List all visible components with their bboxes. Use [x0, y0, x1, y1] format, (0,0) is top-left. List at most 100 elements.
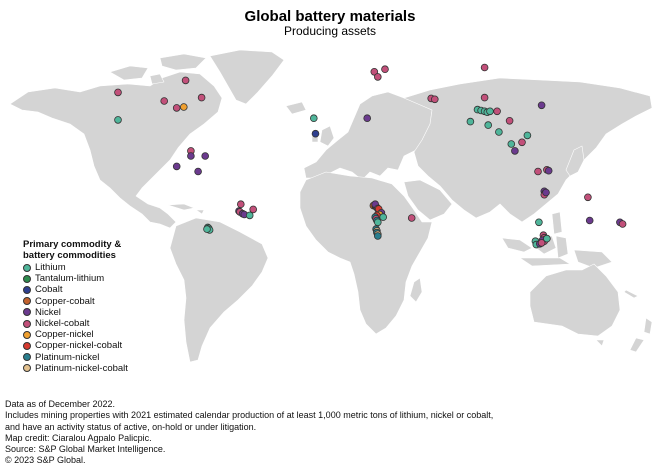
- asset-marker: [495, 128, 503, 136]
- asset-marker: [537, 239, 546, 247]
- land-caribbean: [167, 203, 205, 215]
- legend-swatch: [23, 319, 31, 328]
- note-source: Source: S&P Global Market Intelligence.: [5, 444, 166, 455]
- legend-item: Lithium: [23, 262, 128, 273]
- legend-swatch: [23, 353, 31, 362]
- land-philippines: [551, 211, 563, 235]
- legend-label: Tantalum-lithium: [35, 273, 105, 285]
- asset-marker: [363, 114, 372, 122]
- legend-swatch: [23, 263, 31, 272]
- world-map: [9, 49, 653, 363]
- asset-marker: [466, 117, 475, 126]
- asset-marker: [172, 104, 181, 112]
- asset-marker: [249, 205, 258, 214]
- asset-marker: [237, 200, 245, 209]
- asset-marker: [534, 167, 542, 176]
- asset-marker: [381, 65, 389, 73]
- land-africa: [299, 171, 433, 335]
- legend-title-line2: battery commodities: [23, 250, 116, 261]
- legend-label: Platinum-nickel-cobalt: [35, 362, 128, 374]
- asset-marker: [486, 107, 494, 116]
- legend-item: Copper-cobalt: [23, 296, 128, 307]
- asset-marker: [535, 218, 543, 227]
- asset-marker: [523, 131, 532, 140]
- legend-item: Tantalum-lithium: [23, 273, 128, 284]
- legend-label: Copper-cobalt: [35, 295, 95, 307]
- legend-item: Copper-nickel: [23, 329, 128, 340]
- asset-marker: [480, 93, 489, 102]
- legend-swatch: [23, 364, 31, 373]
- asset-marker: [309, 114, 318, 122]
- asset-marker: [537, 101, 546, 110]
- legend-label: Copper-nickel-cobalt: [35, 340, 123, 352]
- asset-marker: [187, 152, 195, 160]
- map-title: Global battery materials: [244, 8, 416, 25]
- asset-marker: [160, 97, 169, 105]
- asset-marker: [197, 93, 206, 102]
- asset-marker: [379, 213, 388, 221]
- asset-marker: [180, 103, 188, 111]
- asset-marker: [493, 107, 501, 116]
- note-credit: Map credit: Ciaralou Agpalo Palicpic.: [5, 432, 152, 443]
- asset-marker: [543, 234, 551, 243]
- asset-marker: [370, 68, 379, 76]
- asset-marker: [507, 140, 516, 148]
- legend-swatch: [23, 297, 31, 306]
- asset-marker: [518, 138, 526, 147]
- asset-marker: [511, 147, 519, 155]
- asset-marker: [203, 225, 211, 233]
- asset-marker: [181, 76, 190, 85]
- land-indonesia: [501, 235, 613, 269]
- legend-label: Nickel-cobalt: [35, 317, 90, 329]
- asset-marker: [585, 216, 594, 225]
- note-date: Data as of December 2022.: [5, 399, 116, 409]
- asset-marker: [542, 188, 550, 197]
- legend-swatch: [23, 341, 31, 350]
- legend-title: Primary commodity & battery commodities: [23, 239, 128, 261]
- land-iceland: [285, 101, 307, 115]
- land-new-zealand: [629, 317, 653, 353]
- asset-marker: [484, 121, 493, 129]
- land-tasmania: [595, 339, 605, 347]
- legend-item: Platinum-nickel: [23, 352, 128, 363]
- footnotes: Data as of December 2022. Includes minin…: [5, 399, 493, 467]
- land-australia: [529, 263, 621, 337]
- legend-label: Lithium: [35, 262, 66, 273]
- asset-marker: [430, 95, 439, 104]
- legend-item: Platinum-nickel-cobalt: [23, 363, 128, 374]
- asset-marker: [114, 88, 122, 97]
- land-greenland: [209, 49, 285, 105]
- land-arctic-islands: [109, 53, 207, 85]
- legend: Primary commodity & battery commodities …: [23, 239, 128, 374]
- legend-swatch: [23, 308, 31, 317]
- note-copyright: © 2023 S&P Global.: [5, 455, 86, 466]
- legend-item: Nickel: [23, 307, 128, 318]
- asset-marker: [584, 193, 592, 202]
- legend-title-line1: Primary commodity &: [23, 239, 122, 250]
- legend-item: Copper-nickel-cobalt: [23, 340, 128, 351]
- asset-marker: [618, 220, 627, 228]
- legend-label: Nickel: [35, 306, 61, 318]
- legend-label: Platinum-nickel: [35, 351, 100, 363]
- land-south-america: [169, 217, 269, 363]
- asset-marker: [373, 218, 382, 227]
- asset-marker: [505, 117, 514, 125]
- land-madagascar: [409, 277, 423, 303]
- asset-marker: [245, 211, 254, 220]
- asset-marker: [194, 167, 202, 176]
- note-criteria-cont: and have an activity status of active, o…: [5, 421, 257, 432]
- land-japan: [565, 145, 585, 177]
- map-subtitle: Producing assets: [283, 24, 377, 38]
- land-asia: [403, 77, 653, 223]
- legend-item: Nickel-cobalt: [23, 318, 128, 329]
- asset-marker: [480, 63, 489, 72]
- asset-marker: [373, 232, 382, 240]
- note-criteria: Includes mining properties with 2021 est…: [5, 410, 494, 421]
- asset-marker: [544, 166, 553, 175]
- asset-marker: [172, 162, 181, 171]
- legend-label: Copper-nickel: [35, 329, 94, 341]
- land-new-caledonia: [623, 289, 639, 299]
- asset-marker: [201, 152, 210, 160]
- asset-marker: [311, 129, 320, 138]
- asset-marker: [407, 214, 416, 222]
